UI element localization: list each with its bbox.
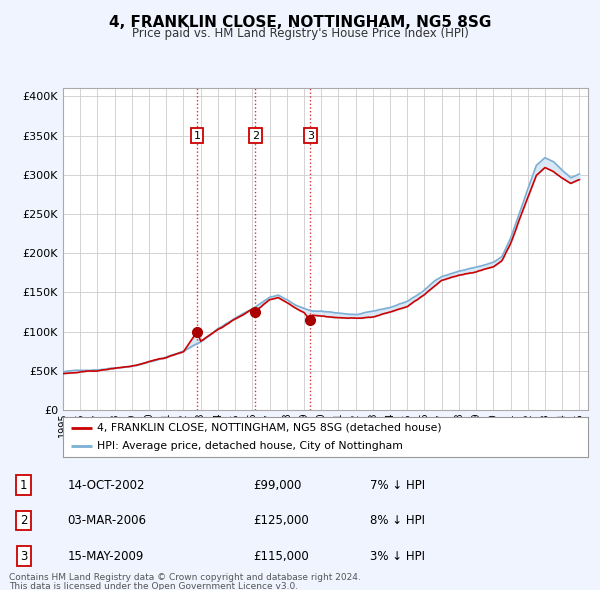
Text: This data is licensed under the Open Government Licence v3.0.: This data is licensed under the Open Gov… xyxy=(9,582,298,590)
Text: 1: 1 xyxy=(20,478,28,492)
Text: 4, FRANKLIN CLOSE, NOTTINGHAM, NG5 8SG: 4, FRANKLIN CLOSE, NOTTINGHAM, NG5 8SG xyxy=(109,15,491,30)
Text: 2: 2 xyxy=(20,514,28,527)
Text: 03-MAR-2006: 03-MAR-2006 xyxy=(67,514,146,527)
Text: 8% ↓ HPI: 8% ↓ HPI xyxy=(370,514,425,527)
Text: 15-MAY-2009: 15-MAY-2009 xyxy=(67,549,143,563)
Text: 3: 3 xyxy=(307,130,314,140)
Text: 4, FRANKLIN CLOSE, NOTTINGHAM, NG5 8SG (detached house): 4, FRANKLIN CLOSE, NOTTINGHAM, NG5 8SG (… xyxy=(97,423,442,433)
Text: 2: 2 xyxy=(252,130,259,140)
Text: 14-OCT-2002: 14-OCT-2002 xyxy=(67,478,145,492)
Text: 1: 1 xyxy=(194,130,200,140)
Text: £99,000: £99,000 xyxy=(253,478,302,492)
Text: £115,000: £115,000 xyxy=(253,549,309,563)
Text: 3% ↓ HPI: 3% ↓ HPI xyxy=(370,549,425,563)
Text: Contains HM Land Registry data © Crown copyright and database right 2024.: Contains HM Land Registry data © Crown c… xyxy=(9,573,361,582)
Text: HPI: Average price, detached house, City of Nottingham: HPI: Average price, detached house, City… xyxy=(97,441,403,451)
Text: Price paid vs. HM Land Registry's House Price Index (HPI): Price paid vs. HM Land Registry's House … xyxy=(131,27,469,40)
Text: £125,000: £125,000 xyxy=(253,514,309,527)
Text: 3: 3 xyxy=(20,549,27,563)
Text: 7% ↓ HPI: 7% ↓ HPI xyxy=(370,478,425,492)
